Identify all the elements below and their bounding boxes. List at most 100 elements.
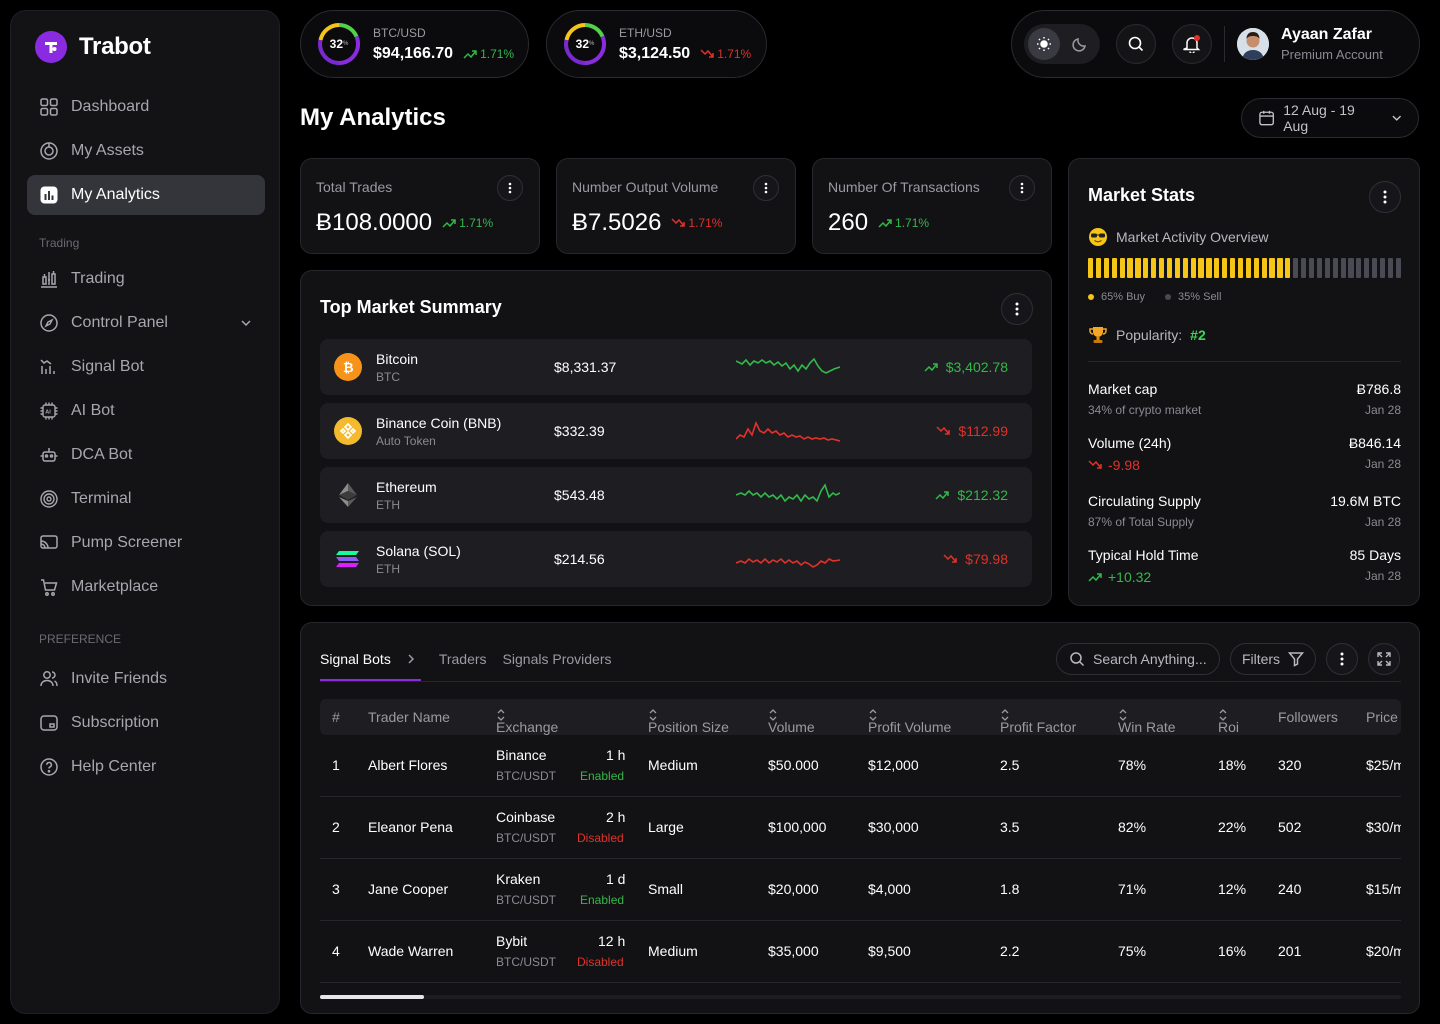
sidebar-item-my-analytics[interactable]: My Analytics [27, 175, 265, 215]
filters-button[interactable]: Filters [1230, 643, 1316, 675]
theme-toggle[interactable] [1024, 24, 1100, 64]
ticker-price: $94,166.70 [373, 44, 454, 62]
stat-card-total-trades: Total Trades Ƀ108.0000 1.71% [300, 158, 540, 254]
sidebar-item-help-center[interactable]: Help Center [27, 747, 265, 787]
more-options-button[interactable] [753, 175, 779, 201]
sidebar-item-subscription[interactable]: Subscription [27, 703, 265, 743]
more-options-button[interactable] [1326, 643, 1358, 675]
more-vertical-icon [1340, 652, 1344, 666]
table-row[interactable]: 3 Jane Cooper Kraken BTC/USDT 1 d Enable… [320, 859, 1401, 921]
stat-label: Total Trades [316, 179, 393, 195]
sell-tick [1387, 258, 1394, 278]
coin-price: $332.39 [554, 423, 605, 439]
market-row-bitcoin[interactable]: ₿ Bitcoin BTC $8,331.37 $3,402.78 [320, 339, 1032, 395]
col-profit-factor[interactable]: Profit Factor [1000, 709, 1076, 735]
expand-button[interactable] [1368, 643, 1400, 675]
sidebar-item-label: Pump Screener [71, 534, 183, 551]
tab-signals-providers[interactable]: Signals Providers [502, 651, 612, 667]
chevron-down-icon[interactable] [239, 316, 253, 330]
cell-factor: 3.5 [1000, 819, 1020, 835]
sidebar-item-my-assets[interactable]: My Assets [27, 131, 265, 171]
trend-down-icon [671, 218, 686, 227]
sidebar-item-terminal[interactable]: Terminal [27, 479, 265, 519]
tab-signal-bots[interactable]: Signal Bots [320, 651, 391, 667]
gauge-value: 32 [575, 37, 589, 51]
buy-tick [1159, 258, 1165, 278]
market-row-ethereum[interactable]: Ethereum ETH $543.48 $212.32 [320, 467, 1032, 523]
cell-factor: 1.8 [1000, 881, 1020, 897]
stat-change-value: 1.71% [895, 216, 930, 230]
calendar-icon [1259, 110, 1274, 126]
sidebar-item-control-panel[interactable]: Control Panel [27, 303, 265, 343]
cell-volume: $50.000 [768, 757, 819, 773]
cell-profit: $12,000 [868, 757, 919, 773]
table-row[interactable]: 1 Albert Flores Binance BTC/USDT 1 h Ena… [320, 735, 1401, 797]
more-options-button[interactable] [1001, 293, 1033, 325]
ticker-change-value: 1.71% [717, 46, 752, 61]
gauge-unit: % [343, 41, 349, 47]
stat-sub: +10.32 [1108, 569, 1152, 585]
buy-sell-ratio-bar [1088, 258, 1401, 278]
more-options-button[interactable] [497, 175, 523, 201]
user-plan: Premium Account [1281, 47, 1383, 62]
sidebar-item-dca-bot[interactable]: DCA Bot [27, 435, 265, 475]
cell-number: 3 [332, 881, 340, 897]
coin-change: $3,402.78 [924, 359, 1008, 375]
buy-tick [1095, 258, 1102, 278]
col-volume[interactable]: Volume [768, 709, 815, 735]
stat-card-transactions: Number Of Transactions 260 1.71% [812, 158, 1052, 254]
sell-tick [1395, 258, 1401, 278]
col-exchange[interactable]: Exchange [496, 709, 558, 735]
buy-tick [1135, 258, 1141, 278]
table-row[interactable]: 4 Wade Warren Bybit BTC/USDT 12 h Disabl… [320, 921, 1401, 983]
more-options-button[interactable] [1009, 175, 1035, 201]
cell-price: $20/m [1366, 943, 1401, 959]
col-win-rate[interactable]: Win Rate [1118, 709, 1176, 735]
tab-traders[interactable]: Traders [438, 651, 487, 667]
ticker-eth[interactable]: 32% ETH/USD $3,124.50 1.71% [546, 10, 767, 78]
sidebar-item-ai-bot[interactable]: AI AI Bot [27, 391, 265, 431]
scrollbar-thumb[interactable] [320, 995, 424, 999]
col-profit-volume[interactable]: Profit Volume [868, 709, 951, 735]
market-row-bnb[interactable]: Binance Coin (BNB) Auto Token $332.39 $1… [320, 403, 1032, 459]
notifications-button[interactable] [1172, 24, 1212, 64]
sidebar-item-pump-screener[interactable]: Pump Screener [27, 523, 265, 563]
ticker-btc[interactable]: 32% BTC/USD $94,166.70 1.71% [300, 10, 529, 78]
coin-change-value: $3,402.78 [945, 359, 1008, 375]
more-options-button[interactable] [1369, 181, 1401, 213]
col-number: # [332, 709, 340, 725]
cell-profit: $30,000 [868, 819, 919, 835]
trabot-logo-icon [35, 31, 67, 63]
market-row-solana[interactable]: Solana (SOL) ETH $214.56 $79.98 [320, 531, 1032, 587]
coin-price: $214.56 [554, 551, 605, 567]
sidebar-item-dashboard[interactable]: Dashboard [27, 87, 265, 127]
trend-down-icon [700, 48, 714, 58]
stat-label: Number Of Transactions [828, 179, 980, 195]
sidebar-item-trading[interactable]: Trading [27, 259, 265, 299]
brand[interactable]: Trabot [35, 31, 151, 63]
sparkline-chart [736, 483, 840, 503]
table-row[interactable]: 2 Eleanor Pena Coinbase BTC/USDT 2 h Dis… [320, 797, 1401, 859]
col-position-size[interactable]: Position Size [648, 709, 729, 735]
sidebar-item-marketplace[interactable]: Marketplace [27, 567, 265, 607]
cell-trader: Albert Flores [368, 757, 448, 773]
sidebar: Trabot Dashboard My Assets My Analytics … [10, 10, 280, 1014]
col-volume-label: Volume [768, 719, 815, 735]
avatar[interactable] [1237, 28, 1269, 60]
trend-down-icon [936, 426, 951, 435]
cell-profit: $4,000 [868, 881, 911, 897]
sidebar-item-signal-bot[interactable]: Signal Bot [27, 347, 265, 387]
user-menu[interactable]: Ayaan Zafar Premium Account [1237, 26, 1383, 62]
sun-icon[interactable] [1028, 28, 1060, 60]
moon-icon[interactable] [1064, 28, 1096, 60]
search-input[interactable]: Search Anything... [1056, 643, 1220, 675]
svg-text:₿: ₿ [343, 360, 354, 375]
horizontal-scrollbar[interactable] [320, 995, 1401, 999]
col-roi[interactable]: Roi [1218, 709, 1239, 735]
gauge-ring: 32% [563, 22, 607, 66]
sell-tick [1356, 258, 1362, 278]
sidebar-nav: Dashboard My Assets My Analytics Trading… [27, 87, 265, 791]
sidebar-item-invite-friends[interactable]: Invite Friends [27, 659, 265, 699]
date-range-picker[interactable]: 12 Aug - 19 Aug [1241, 98, 1419, 138]
search-button[interactable] [1116, 24, 1156, 64]
